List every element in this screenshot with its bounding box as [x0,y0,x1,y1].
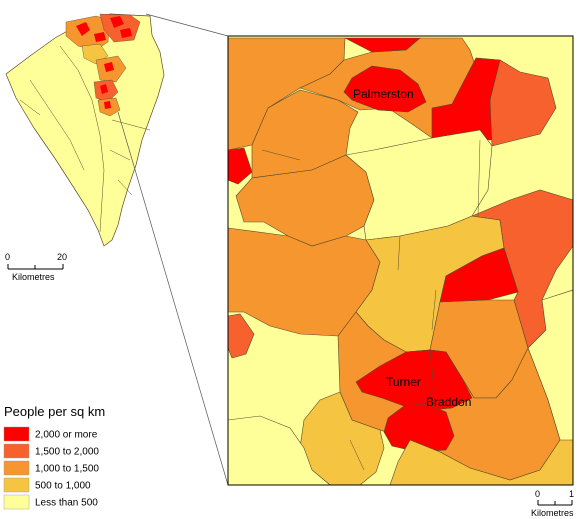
legend-swatch [3,494,30,510]
legend-swatch [3,460,30,476]
overview-scale-end: 20 [57,252,67,262]
legend-items: 2,000 or more 1,500 to 2,000 1,000 to 1,50… [3,426,99,510]
legend-title: People per sq km [4,404,105,419]
place-label-braddon: Braddon [426,395,471,409]
overview-urban-areas [65,13,141,117]
place-label-palmerston: Palmerston [353,87,414,101]
inset-scale-unit: Kilometres [531,508,574,518]
inset-map [228,36,573,485]
overview-scale-unit: Kilometres [12,272,55,282]
inset-scale-end: 1 [569,489,574,499]
legend-swatch [3,426,30,442]
inset-scale-bar: 0 1 Kilometres [531,489,574,518]
legend-swatch [3,443,30,459]
overview-territory [5,13,165,247]
legend-label: 1,500 to 2,000 [35,447,99,458]
legend-label: 500 to 1,000 [35,481,91,492]
legend-label: 2,000 or more [35,430,98,441]
place-label-turner: Turner [386,375,421,389]
overview-scale-start: 0 [5,252,10,262]
inset-frame [227,35,574,486]
legend-swatch [3,477,30,493]
overview-map [5,13,165,247]
overview-scale-bar: 0 20 Kilometres [5,252,67,282]
legend: People per sq km 2,000 or more 1,500 to 2… [3,404,105,510]
inset-boundary-lines [261,139,481,471]
inset-scale-start: 0 [535,489,540,499]
overview-district-lines [19,45,151,233]
inset-connector-lines [117,13,229,486]
legend-label: 1,000 to 1,500 [35,464,99,475]
legend-label: Less than 500 [35,498,98,509]
